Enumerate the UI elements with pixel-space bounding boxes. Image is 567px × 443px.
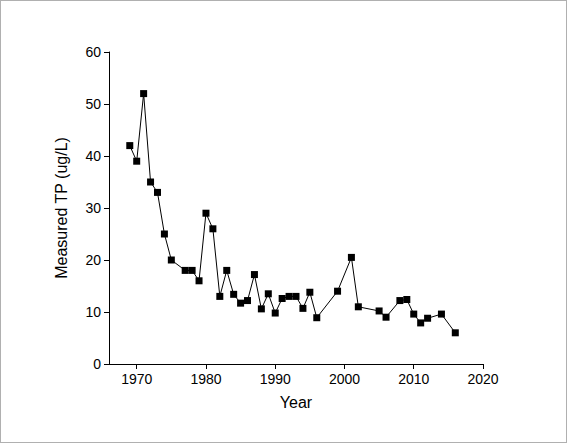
svg-text:40: 40 <box>85 148 101 164</box>
svg-text:30: 30 <box>85 200 101 216</box>
svg-text:1980: 1980 <box>190 371 221 387</box>
svg-text:1990: 1990 <box>260 371 291 387</box>
svg-text:20: 20 <box>85 252 101 268</box>
svg-text:Year: Year <box>280 394 313 411</box>
svg-text:50: 50 <box>85 96 101 112</box>
svg-text:2020: 2020 <box>467 371 498 387</box>
svg-text:2000: 2000 <box>329 371 360 387</box>
svg-text:0: 0 <box>93 356 101 372</box>
svg-text:10: 10 <box>85 304 101 320</box>
svg-text:1970: 1970 <box>121 371 152 387</box>
svg-text:2010: 2010 <box>398 371 429 387</box>
svg-text:60: 60 <box>85 44 101 60</box>
svg-text:Measured TP (ug/L): Measured TP (ug/L) <box>53 137 70 279</box>
